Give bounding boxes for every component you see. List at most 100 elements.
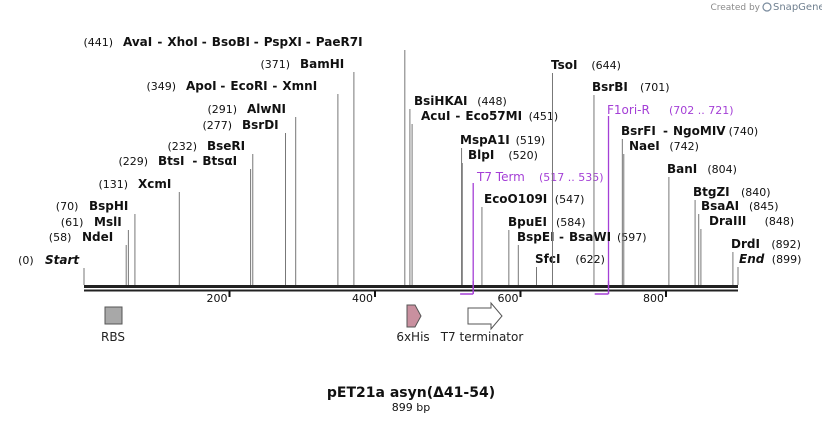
map-title: pET21a asyn(Δ41-54) [327, 385, 495, 401]
backbone-top-strand [84, 285, 738, 288]
site-name-alwni-0: AlwNI [247, 102, 286, 116]
site-name-tsoi-0: TsoI [551, 58, 577, 72]
site-name-mspa1i-0: MspA1I [460, 133, 510, 147]
site-position-xcmi: (131) [99, 178, 129, 191]
credit-brand: SnapGene [773, 2, 822, 13]
ruler-tick-400 [373, 291, 376, 297]
site-position-drdi: (892) [771, 238, 801, 251]
site-name-bsrfi-0: BsrFI [621, 124, 656, 138]
site-position-btgzi: (840) [741, 186, 771, 199]
site-separator-bsrfi-1: - [663, 124, 668, 138]
site-name-acui-1: Eco57MI [465, 109, 522, 123]
site-position-end: (899) [772, 253, 802, 266]
site-position-bsihkai: (448) [477, 95, 507, 108]
site-name-bsphi-0: BspHI [89, 199, 128, 213]
site-name-avai-0: AvaI [123, 35, 152, 49]
site-name-avai-2: BsoBI [212, 35, 250, 49]
site-separator-apoi-2: - [272, 79, 277, 93]
site-name-end-0: End [739, 252, 765, 266]
site-position-acui: (451) [529, 110, 559, 123]
credit-text: Created by [710, 3, 760, 13]
site-position-apoi: (349) [147, 80, 177, 93]
site-position-bsrdi: (277) [203, 119, 233, 132]
site-name-bsihkai-0: BsiHKAI [414, 94, 468, 108]
primer-label-t7term: T7 Term [476, 170, 525, 184]
site-separator-bspei-1: - [559, 230, 564, 244]
site-position-naei: (742) [669, 140, 699, 153]
site-name-xcmi-0: XcmI [138, 177, 171, 191]
site-name-blpi-0: BlpI [468, 148, 494, 162]
site-name-eco0109i-0: EcoO109I [484, 192, 547, 206]
site-name-apoi-2: XmnI [282, 79, 317, 93]
site-name-bsaai-0: BsaAI [701, 199, 739, 213]
feature-rbs-box[interactable] [104, 306, 123, 325]
site-separator-btsi-1: - [192, 154, 197, 168]
site-position-blpi: (520) [508, 149, 538, 162]
site-name-btgzi-0: BtgZI [693, 185, 730, 199]
site-name-avai-3: PspXI [264, 35, 302, 49]
site-name-bani-0: BanI [667, 162, 697, 176]
site-position-tsoi: (644) [591, 59, 621, 72]
site-position-avai: (441) [84, 36, 114, 49]
site-name-bsrbi-0: BsrBI [592, 80, 628, 94]
backbone-bottom-strand [84, 289, 738, 292]
site-name-avai-4: PaeR7I [316, 35, 363, 49]
site-name-bspei-1: BsaWI [569, 230, 611, 244]
ruler-tick-label-800: 800 [643, 292, 664, 305]
primer-range-t7term: (517 .. 535) [539, 171, 604, 184]
feature-rbs-label: RBS [101, 330, 125, 344]
site-separator-avai-4: - [306, 35, 311, 49]
site-position-bsphi: (70) [56, 200, 79, 213]
site-name-sfci-0: SfcI [535, 252, 560, 266]
site-separator-avai-2: - [202, 35, 207, 49]
snapgene-logo-icon [762, 2, 772, 12]
ruler-tick-600 [519, 291, 522, 297]
site-position-draiii: (848) [765, 215, 795, 228]
site-name-btsi-0: BtsI [158, 154, 185, 168]
site-position-btsi: (229) [119, 155, 149, 168]
feature-t7-terminator-label: T7 terminator [440, 330, 524, 344]
site-separator-acui-1: - [455, 109, 460, 123]
site-position-bspei: (597) [617, 231, 647, 244]
site-name-ndei-0: NdeI [82, 230, 113, 244]
site-name-bsrfi-1: NgoMIV [673, 124, 726, 138]
site-name-bpuei-0: BpuEI [508, 215, 547, 229]
site-name-start-0: Start [45, 253, 80, 267]
site-position-bsrfi: (740) [729, 125, 759, 138]
ruler-tick-label-400: 400 [352, 292, 373, 305]
site-name-draiii-0: DraIII [709, 214, 746, 228]
feature-6xhis-arrow[interactable] [406, 304, 422, 328]
map-length: 899 bp [392, 401, 430, 414]
site-separator-avai-3: - [254, 35, 259, 49]
ruler-tick-800 [664, 291, 667, 297]
site-position-ndei: (58) [49, 231, 72, 244]
site-name-apoi-0: ApoI [186, 79, 217, 93]
feature-6xhis-label: 6xHis [396, 330, 429, 344]
site-position-bani: (804) [707, 163, 737, 176]
site-name-bseri-0: BseRI [207, 139, 245, 153]
site-position-bsrbi: (701) [640, 81, 670, 94]
site-name-bsrdi-0: BsrDI [242, 118, 279, 132]
site-position-start: (0) [18, 254, 34, 267]
ruler-tick-label-600: 600 [497, 292, 518, 305]
site-separator-avai-1: - [157, 35, 162, 49]
site-name-avai-1: XhoI [167, 35, 198, 49]
site-position-mspa1i: (519) [516, 134, 546, 147]
site-name-msli-0: MslI [94, 215, 122, 229]
feature-t7-terminator-arrow[interactable] [467, 301, 503, 331]
primer-range-f1ori: (702 .. 721) [669, 104, 734, 117]
site-position-eco0109i: (547) [555, 193, 585, 206]
site-position-bseri: (232) [168, 140, 198, 153]
site-name-bamhi-0: BamHI [300, 57, 344, 71]
primer-label-f1ori: F1ori-R [607, 103, 650, 117]
site-name-acui-0: AcuI [421, 109, 450, 123]
site-separator-apoi-1: - [220, 79, 225, 93]
ruler-tick-label-200: 200 [206, 292, 227, 305]
site-name-apoi-1: EcoRI [230, 79, 267, 93]
site-position-bpuei: (584) [556, 216, 586, 229]
site-name-bspei-0: BspEI [517, 230, 555, 244]
site-position-bamhi: (371) [261, 58, 291, 71]
site-position-msli: (61) [61, 216, 84, 229]
